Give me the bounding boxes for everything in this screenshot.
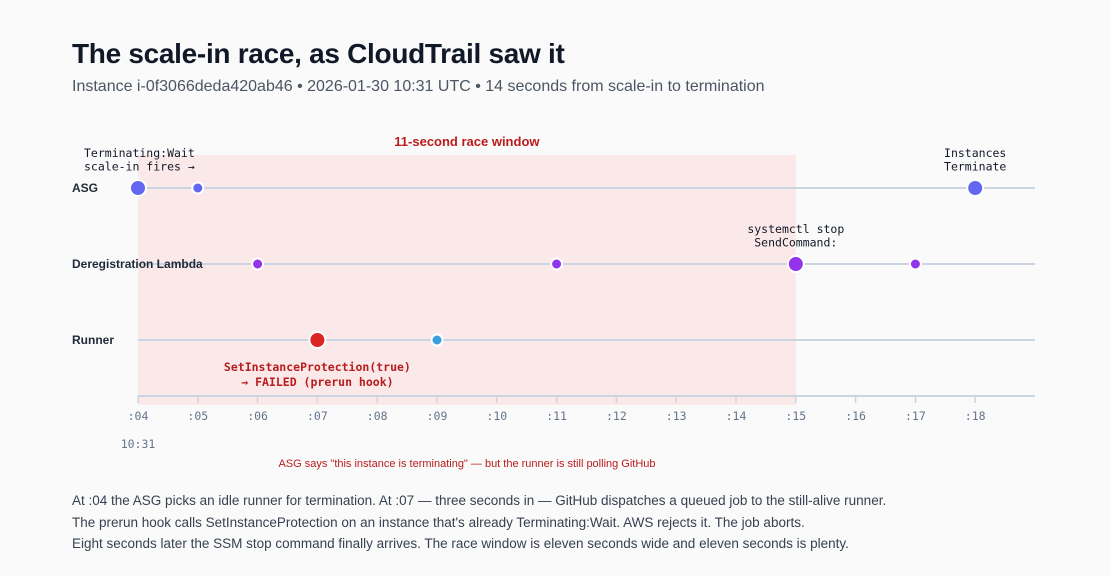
timeline-chart: 11-second race window ASG Deregistration L…	[72, 134, 1035, 470]
chart-caption: ASG says "this instance is terminating" …	[278, 458, 655, 470]
event-marker	[251, 257, 265, 271]
event-marker	[430, 333, 444, 347]
x-tick-label: :15	[785, 409, 806, 423]
event-marker	[191, 181, 205, 195]
race-window-band	[138, 155, 796, 405]
x-tick-label: :16	[845, 409, 866, 423]
x-tick-label: :07	[307, 409, 328, 423]
x-tick-label: :12	[606, 409, 627, 423]
event-annotation: → FAILED (prerun hook)	[241, 375, 393, 389]
minute-label: 10:31	[121, 437, 156, 451]
x-tick-label: :11	[546, 409, 567, 423]
x-tick-label: :18	[965, 409, 986, 423]
lane-label: ASG	[72, 181, 98, 195]
event-marker	[908, 257, 922, 271]
lane-label: Deregistration Lambda	[72, 257, 203, 271]
event-marker	[786, 255, 805, 273]
x-tick-label: :10	[486, 409, 507, 423]
x-tick-label: :17	[905, 409, 926, 423]
explanation-line: At :04 the ASG picks an idle runner for …	[72, 493, 887, 508]
x-tick-label: :13	[666, 409, 687, 423]
x-tick-label: :05	[187, 409, 208, 423]
page-title: The scale-in race, as CloudTrail saw it	[72, 38, 565, 69]
x-tick-label: :08	[367, 409, 388, 423]
event-annotation: Terminate	[944, 160, 1006, 174]
event-marker	[550, 257, 564, 271]
explanation-line: Eight seconds later the SSM stop command…	[72, 536, 849, 551]
explanation: At :04 the ASG picks an idle runner for …	[72, 490, 886, 555]
event-annotation: systemctl stop	[747, 222, 844, 236]
event-annotation: Instances	[944, 146, 1006, 160]
x-tick-label: :09	[427, 409, 448, 423]
event-marker	[966, 179, 985, 197]
x-tick-label: :04	[128, 409, 149, 423]
event-annotation: scale-in fires →	[84, 160, 195, 174]
event-marker	[129, 179, 147, 197]
event-annotation: Terminating:Wait	[84, 146, 195, 160]
x-tick-label: :14	[726, 409, 747, 423]
page-subtitle: Instance i-0f3066deda420ab46 • 2026-01-3…	[72, 78, 765, 95]
event-marker	[308, 331, 327, 349]
lane-label: Runner	[72, 333, 114, 347]
x-tick-label: :06	[247, 409, 268, 423]
event-annotation: SetInstanceProtection(true)	[224, 360, 411, 374]
race-window-label: 11-second race window	[394, 134, 540, 149]
explanation-line: The prerun hook calls SetInstanceProtect…	[72, 514, 805, 530]
event-annotation: SendCommand:	[754, 236, 837, 250]
